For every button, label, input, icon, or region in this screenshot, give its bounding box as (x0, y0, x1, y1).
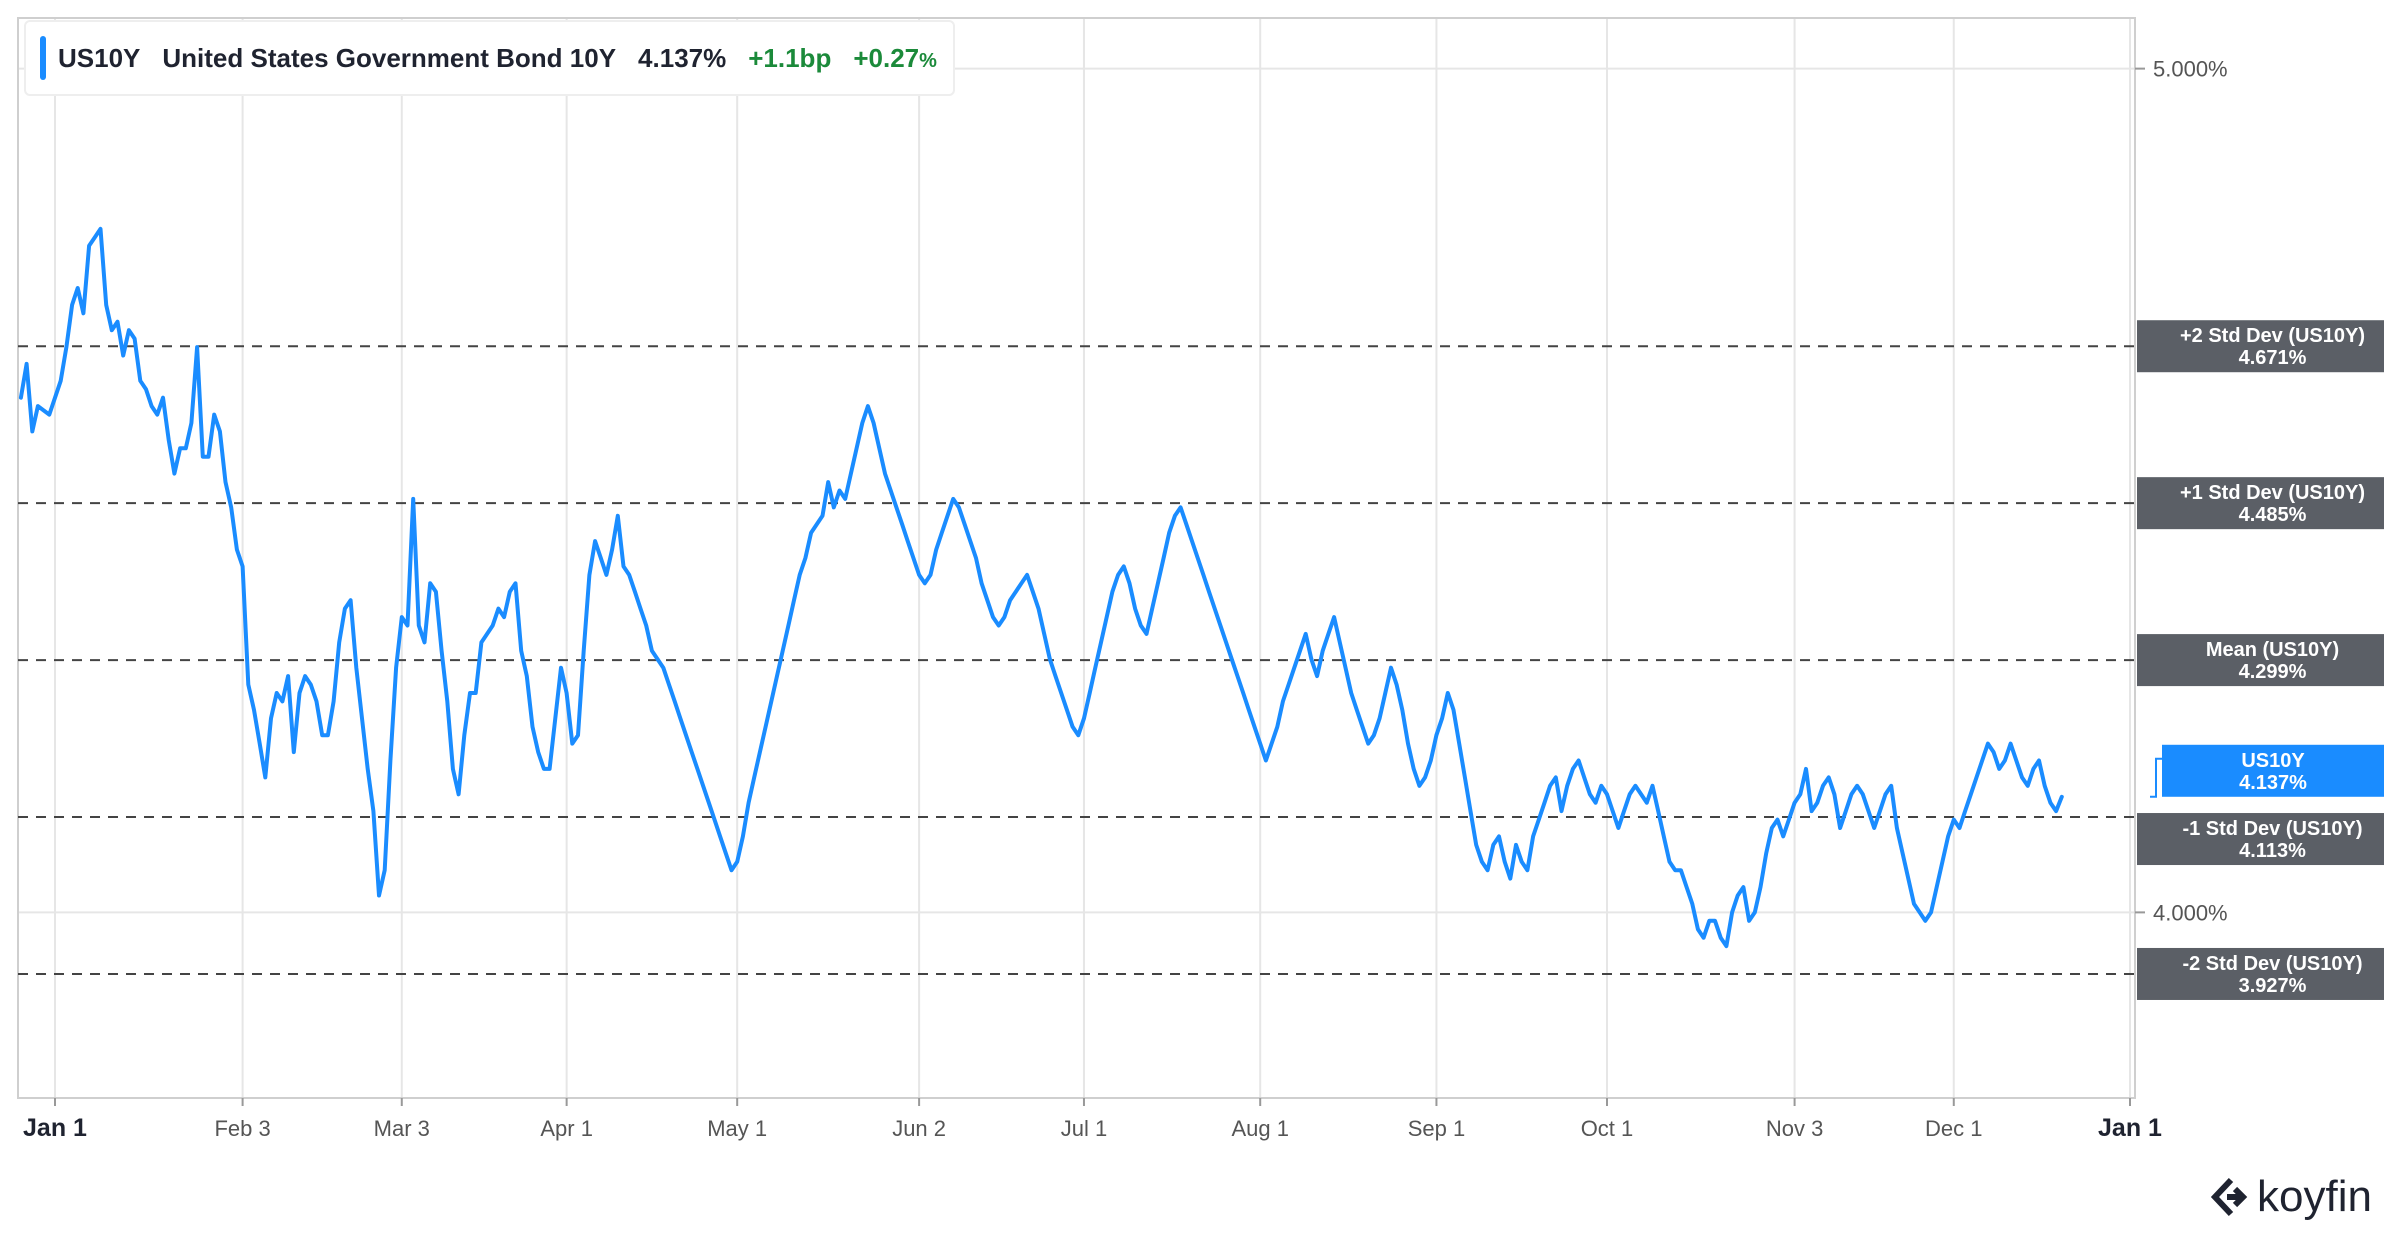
y-tick-label: 4.000% (2153, 900, 2228, 925)
x-tick-label: Nov 3 (1766, 1116, 1823, 1141)
brand-name: koyfin (2257, 1172, 2372, 1221)
legend-value: 4.137% (638, 42, 727, 73)
current-label-value: 4.137% (2239, 772, 2307, 794)
horizontal-gridlines (18, 67, 2135, 914)
std-dev-label-value: 4.671% (2239, 347, 2307, 369)
x-tick-label: Aug 1 (1231, 1116, 1289, 1141)
std-dev-label: +1 Std Dev (US10Y)4.485% (2137, 477, 2384, 530)
plot-frame (17, 17, 2136, 1099)
legend-change-pct: +0.27% (853, 43, 937, 74)
std-dev-label-name: Mean (US10Y) (2206, 639, 2339, 661)
x-tick-label: Jan 1 (23, 1114, 87, 1142)
y-tick-label: 5.000% (2153, 57, 2228, 82)
std-dev-label-bg (2137, 477, 2384, 530)
std-dev-label-bg (2137, 813, 2384, 866)
std-dev-label-value: 4.299% (2239, 661, 2307, 683)
x-tick-label: Mar 3 (374, 1116, 430, 1141)
x-tick-label: May 1 (707, 1116, 767, 1141)
std-dev-label: -1 Std Dev (US10Y)4.113% (2137, 813, 2384, 866)
us10y-series-line (18, 226, 2064, 949)
x-tick-label: Sep 1 (1408, 1116, 1466, 1141)
x-tick-label: Jun 2 (892, 1116, 946, 1141)
legend-symbol: US10Y (58, 42, 141, 73)
x-tick-label: Dec 1 (1925, 1116, 1982, 1141)
x-tick-label: Feb 3 (214, 1116, 270, 1141)
current-label-name: US10Y (2241, 750, 2305, 772)
vertical-gridlines (54, 18, 2131, 1098)
x-tick-label: Apr 1 (540, 1116, 593, 1141)
std-dev-label: -2 Std Dev (US10Y)3.927% (2137, 947, 2384, 1000)
legend-change-pct-value: +0.27 (853, 42, 920, 73)
std-dev-lines (18, 345, 2135, 975)
std-dev-label-name: -1 Std Dev (US10Y) (2182, 818, 2362, 840)
std-dev-label-name: +2 Std Dev (US10Y) (2180, 325, 2365, 347)
x-tick-label: Jan 1 (2098, 1114, 2162, 1142)
std-dev-label: Mean (US10Y)4.299% (2137, 634, 2384, 687)
koyfin-mark-icon (2210, 1177, 2248, 1217)
current-label-connector (2150, 757, 2162, 798)
x-tick-label: Oct 1 (1581, 1116, 1634, 1141)
x-axis: Jan 1 Feb 3 Mar 3 Apr 1 May 1 Jun 2 Jul 1 Aug 1… (23, 1098, 2162, 1142)
legend-name: United States Government Bond 10Y (162, 42, 617, 73)
series-color-swatch (40, 36, 46, 80)
std-dev-label-name: -2 Std Dev (US10Y) (2182, 953, 2362, 975)
std-dev-label-bg (2137, 320, 2384, 373)
std-dev-labels: +2 Std Dev (US10Y)4.671% +1 Std Dev (US10… (2137, 320, 2384, 1000)
legend-change-bp: +1.1bp (748, 42, 832, 73)
std-dev-label-value: 4.485% (2239, 504, 2307, 526)
std-dev-label-bg (2137, 947, 2384, 1000)
y-axis: 5.000% 4.000% (2135, 57, 2228, 925)
std-dev-label-value: 4.113% (2239, 840, 2306, 862)
koyfin-logo: koyfin (2209, 1172, 2372, 1222)
current-label-bg (2162, 744, 2384, 797)
x-tick-label: Jul 1 (1061, 1116, 1107, 1141)
std-dev-label-name: +1 Std Dev (US10Y) (2180, 482, 2365, 504)
std-dev-label: +2 Std Dev (US10Y)4.671% (2137, 320, 2384, 373)
std-dev-label-value: 3.927% (2239, 975, 2307, 997)
series-legend[interactable]: US10Y United States Government Bond 10Y … (24, 20, 955, 96)
std-dev-label-bg (2137, 634, 2384, 687)
legend-change-pct-suffix: % (919, 49, 937, 72)
